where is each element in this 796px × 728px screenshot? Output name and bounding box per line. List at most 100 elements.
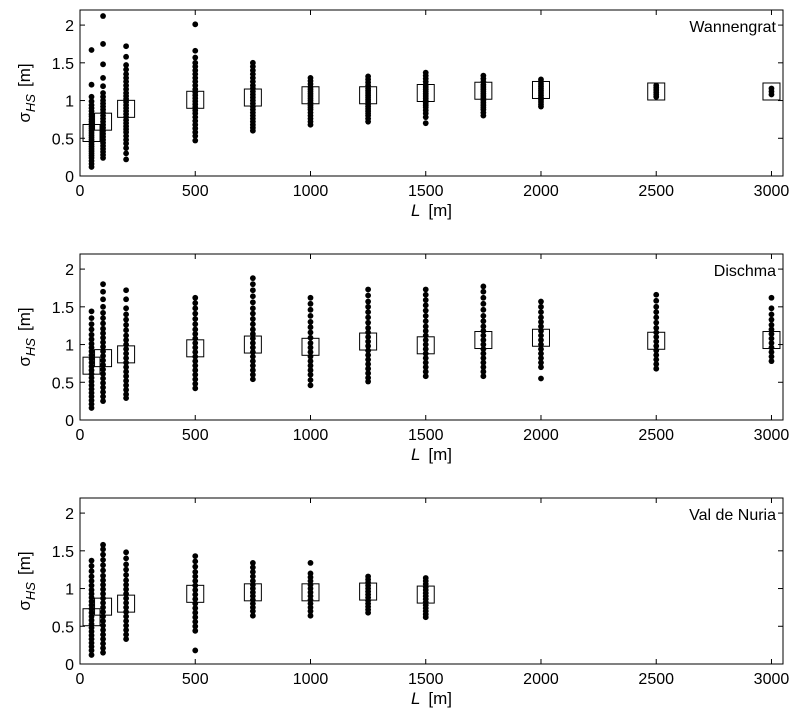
data-point [768, 326, 775, 333]
y-axis-label: σHS [m] [15, 63, 38, 122]
data-point [100, 631, 106, 638]
data-point [123, 581, 129, 588]
data-point [422, 368, 429, 375]
data-point [123, 572, 129, 578]
x-axis-unit: [m] [428, 445, 452, 464]
data-point [249, 344, 256, 351]
data-point [422, 614, 429, 621]
data-point [365, 118, 372, 125]
mean-marker [762, 82, 781, 101]
x-axis-label: L [m] [411, 689, 452, 708]
y-tick-label: 1.5 [52, 56, 74, 73]
data-point [192, 133, 199, 139]
x-tick-label: 2500 [638, 183, 674, 200]
y-tick-label: 1.5 [52, 544, 74, 561]
data-point [422, 302, 429, 309]
data-point [192, 349, 199, 355]
mean-marker [416, 585, 435, 604]
data-point [123, 150, 129, 157]
data-point [123, 627, 129, 633]
mean-marker [94, 112, 113, 131]
data-point [100, 309, 106, 316]
data-point [123, 364, 129, 371]
data-point [249, 367, 256, 374]
data-point [307, 312, 314, 319]
data-point [192, 47, 199, 54]
data-point [192, 326, 199, 333]
data-point [422, 364, 429, 371]
data-point [480, 300, 487, 307]
x-tick-label: 1500 [408, 183, 444, 200]
data-point [100, 398, 106, 405]
data-point [192, 331, 199, 337]
data-point [100, 618, 106, 624]
data-point [307, 344, 314, 351]
data-point [307, 340, 314, 346]
data-point [88, 321, 95, 328]
data-point [653, 334, 660, 340]
data-point [422, 323, 429, 330]
data-point [88, 557, 95, 564]
data-point [249, 362, 256, 369]
x-tick-label: 0 [76, 671, 85, 688]
data-point [100, 541, 106, 548]
data-point [538, 346, 544, 352]
y-tick-label: 0.5 [52, 375, 74, 392]
data-point [480, 341, 487, 348]
data-point [192, 315, 199, 322]
data-point [538, 323, 544, 330]
data-point [100, 609, 106, 615]
y-axis-unit: [m] [15, 63, 34, 87]
data-point [88, 315, 95, 322]
y-axis-label: σHS [m] [15, 551, 38, 610]
data-point [192, 596, 199, 603]
x-axis-variable: L [411, 689, 420, 708]
data-point [768, 91, 775, 98]
mean-marker [301, 337, 320, 356]
mean-marker [186, 584, 205, 603]
data-point [100, 389, 106, 395]
data-point [307, 608, 314, 615]
data-point [88, 93, 95, 100]
data-point [192, 618, 199, 625]
data-point [365, 329, 372, 336]
x-tick-label: 3000 [754, 183, 790, 200]
mean-marker [117, 594, 136, 613]
data-point [538, 314, 544, 321]
mean-markers [82, 582, 435, 627]
data-point [100, 604, 106, 611]
data-point [365, 370, 372, 377]
data-point [365, 352, 372, 359]
y-tick-label: 0 [65, 413, 74, 430]
data-point [365, 334, 372, 340]
mean-marker [474, 81, 493, 100]
data-point [192, 614, 199, 621]
data-point [123, 311, 129, 318]
data-point [307, 358, 314, 365]
data-point [100, 627, 106, 633]
data-point [249, 299, 256, 306]
y-axis-symbol: σ [15, 112, 34, 123]
x-tick-label: 2500 [638, 671, 674, 688]
data-point [123, 599, 129, 606]
data-point [100, 315, 106, 322]
data-point [100, 281, 106, 288]
data-point [653, 352, 660, 359]
data-point [480, 283, 487, 290]
data-point [422, 291, 429, 298]
data-point [123, 622, 129, 629]
x-tick-label: 3000 [754, 671, 790, 688]
mean-marker [647, 82, 666, 101]
data-point [365, 378, 372, 385]
data-point [249, 305, 256, 312]
data-point [123, 566, 129, 573]
data-point [307, 334, 314, 341]
mean-marker [301, 86, 320, 105]
data-point [365, 292, 372, 299]
y-tick-label: 2 [65, 506, 74, 523]
data-point [768, 358, 775, 365]
data-point [653, 325, 660, 331]
data-point [480, 359, 487, 366]
data-point [480, 337, 487, 343]
